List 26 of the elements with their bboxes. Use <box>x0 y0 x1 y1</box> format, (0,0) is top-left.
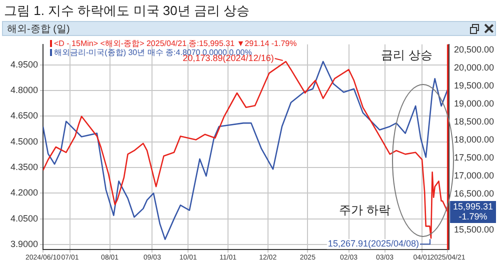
y2-tick-label: 17,500.00 <box>454 152 494 162</box>
annotation: 금리 상승 <box>381 47 432 64</box>
annotation: 20,173.89(2024/12/16) <box>182 53 274 64</box>
y-tick-label: 4.2000 <box>10 188 38 198</box>
legend-label: <D - 15Min> <해외-종합> 2025/04/21 종:15,995.31 ▼291.14 -1.79% <box>54 39 297 48</box>
y-tick-label: 4.6500 <box>10 110 38 121</box>
text: 15,995.31 -1.79% <box>452 201 494 222</box>
y2-tick-label: 20,500.00 <box>454 44 494 54</box>
y2-tick-label: 18,000.00 <box>454 134 494 144</box>
chart-title: 그림 1. 지수 하락에도 미국 30년 금리 상승 <box>4 2 250 20</box>
y2-tick-label: 17,000.00 <box>454 170 494 180</box>
chart-subtitle: 해외-종합 (일) <box>2 21 496 36</box>
y2-tick-label: 15,500.00 <box>454 224 494 234</box>
y2-tick-label: 19,500.00 <box>454 80 494 90</box>
y-tick-label: 4.9500 <box>10 59 38 70</box>
y2-tick-label: 18,500.00 <box>454 116 494 126</box>
y-tick-label: 3.9000 <box>10 238 38 249</box>
annotation: 15,267.91(2025/04/08) <box>328 238 420 249</box>
y2-tick-label: 20,000.00 <box>454 62 494 72</box>
y2-tick-label: 19,000.00 <box>454 98 494 108</box>
y2-tick-label: 16,500.00 <box>454 188 494 198</box>
y-tick-label: 4.0500 <box>10 213 38 224</box>
annotation: 주가 하락 <box>339 202 390 220</box>
y-tick-label: 4.5000 <box>10 136 38 146</box>
y-tick-label: 4.3500 <box>10 162 38 172</box>
y-tick-label: 4.8000 <box>10 85 38 96</box>
